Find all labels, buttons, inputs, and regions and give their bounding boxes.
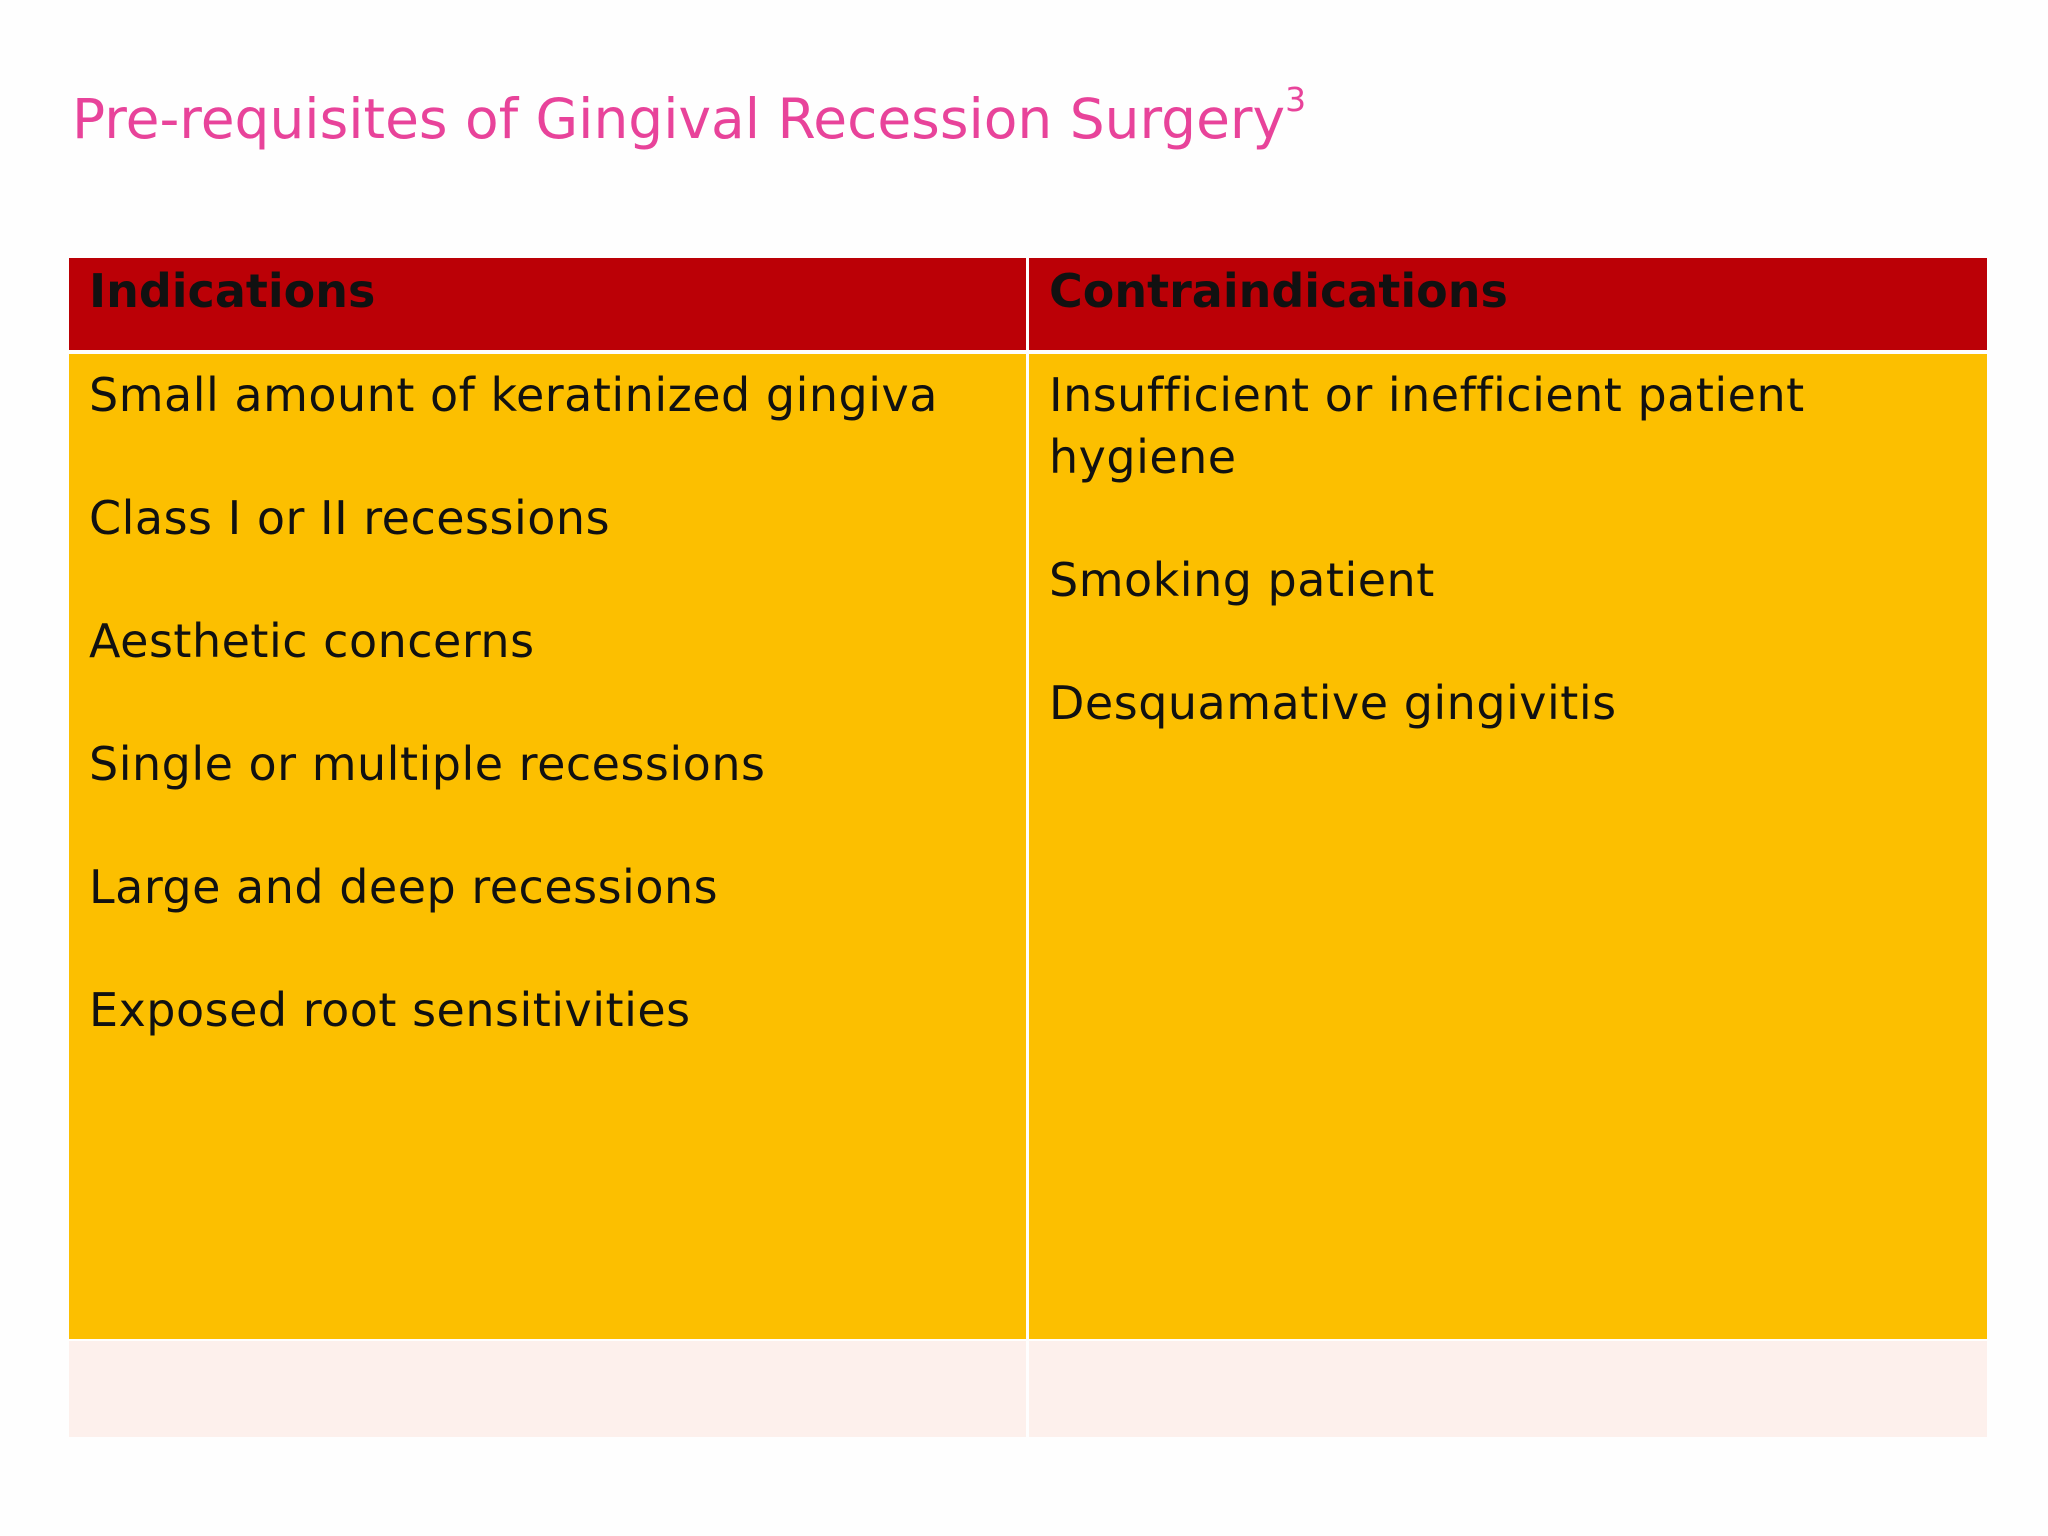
- indications-column: Indications Small amount of keratinized …: [69, 258, 1026, 1437]
- indications-body: Small amount of keratinized gingiva Clas…: [69, 354, 1026, 1339]
- contraindications-header: Contraindications: [1029, 258, 1987, 350]
- indication-item: Exposed root sensitivities: [89, 983, 691, 1037]
- contraindication-item: Insufficient or inefficient patient hygi…: [1049, 368, 1805, 484]
- slide-title-text: Pre-requisites of Gingival Recession Sur…: [72, 87, 1286, 151]
- indications-header: Indications: [69, 258, 1026, 350]
- contraindications-column: Contraindications Insufficient or ineffi…: [1029, 258, 1987, 1437]
- indication-item: Aesthetic concerns: [89, 614, 535, 668]
- contraindication-item: Desquamative gingivitis: [1049, 676, 1617, 730]
- contraindications-empty-row: [1029, 1341, 1987, 1437]
- indication-item: Large and deep recessions: [89, 860, 719, 914]
- slide-title-superscript: 3: [1285, 79, 1307, 119]
- contraindication-item: Smoking patient: [1049, 553, 1435, 607]
- requisites-table: Indications Small amount of keratinized …: [69, 258, 1987, 1437]
- slide-title: Pre-requisites of Gingival Recession Sur…: [72, 80, 1306, 152]
- indication-item: Small amount of keratinized gingiva: [89, 368, 938, 422]
- indication-item: Single or multiple recessions: [89, 737, 766, 791]
- indication-item: Class I or II recessions: [89, 491, 611, 545]
- contraindications-body: Insufficient or inefficient patient hygi…: [1029, 354, 1987, 1339]
- indications-empty-row: [69, 1341, 1026, 1437]
